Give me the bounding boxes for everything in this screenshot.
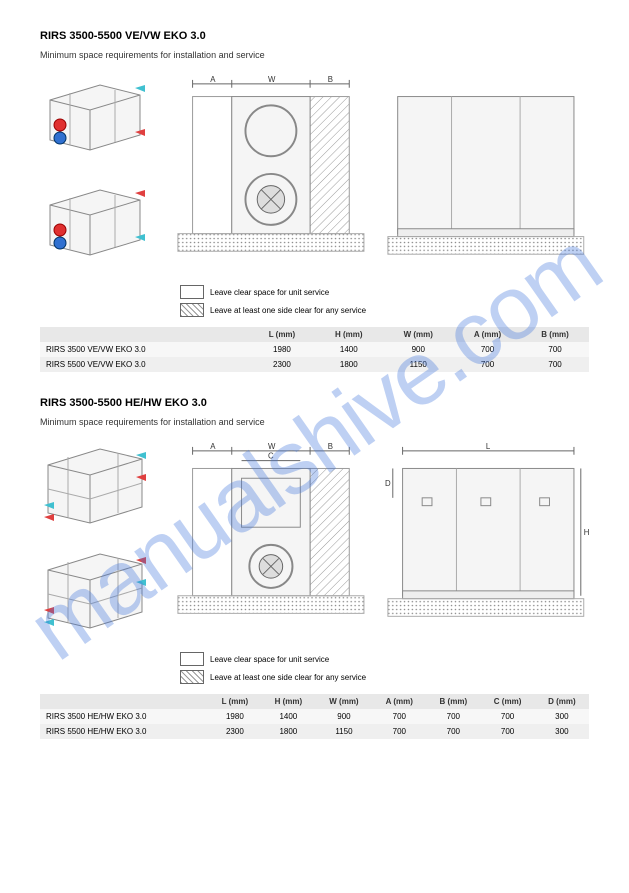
section2-title: RIRS 3500-5500 HE/HW EKO 3.0 xyxy=(40,397,589,409)
cell: 2300 xyxy=(249,357,315,372)
cell: 700 xyxy=(426,709,480,724)
th-A-1: A (mm) xyxy=(454,327,521,342)
svg-text:A: A xyxy=(210,75,216,84)
side-view-1 xyxy=(383,70,589,270)
iso-unit-bottom-2 xyxy=(40,542,150,632)
legend-2: Leave clear space for unit service Leave… xyxy=(180,652,589,684)
cell: 700 xyxy=(480,724,534,739)
cell: 1400 xyxy=(315,342,383,357)
cell: 700 xyxy=(521,342,589,357)
svg-text:W: W xyxy=(267,442,275,451)
table-row: RIRS 3500 VE/VW EKO 3.0 1980 1400 900 70… xyxy=(40,342,589,357)
cell: 900 xyxy=(383,342,454,357)
front-view-2: A W B C xyxy=(173,437,369,637)
cell: 1150 xyxy=(383,357,454,372)
svg-text:W: W xyxy=(267,75,275,84)
iso-column-2 xyxy=(40,437,158,632)
legend-hatched-label-2: Leave at least one side clear for any se… xyxy=(210,673,366,682)
iso-unit-bottom-1 xyxy=(40,175,150,265)
cell: 900 xyxy=(315,709,372,724)
cell: 2300 xyxy=(209,724,262,739)
cell: 700 xyxy=(480,709,534,724)
th-model-1 xyxy=(40,327,249,342)
table-row: RIRS 5500 VE/VW EKO 3.0 2300 1800 1150 7… xyxy=(40,357,589,372)
svg-text:C: C xyxy=(267,452,273,461)
section-he-hw: RIRS 3500-5500 HE/HW EKO 3.0 Minimum spa… xyxy=(40,397,589,739)
th-C-2: C (mm) xyxy=(480,694,534,709)
section-ve-vw: RIRS 3500-5500 VE/VW EKO 3.0 Minimum spa… xyxy=(40,30,589,372)
th-H-1: H (mm) xyxy=(315,327,383,342)
legend-box-clear-2 xyxy=(180,652,204,666)
svg-text:H: H xyxy=(584,528,589,537)
svg-text:D: D xyxy=(385,479,391,488)
iso-column-1 xyxy=(40,70,158,265)
section2-subtitle: Minimum space requirements for installat… xyxy=(40,417,589,427)
th-model-2 xyxy=(40,694,209,709)
svg-text:A: A xyxy=(210,442,216,451)
th-D-2: D (mm) xyxy=(535,694,589,709)
side-view-2: L D H xyxy=(383,437,589,637)
cell: 700 xyxy=(454,357,521,372)
cell: 700 xyxy=(372,724,426,739)
svg-text:B: B xyxy=(327,75,332,84)
cell: RIRS 5500 VE/VW EKO 3.0 xyxy=(40,357,249,372)
cell: 700 xyxy=(454,342,521,357)
cell: 700 xyxy=(372,709,426,724)
cell: 1980 xyxy=(209,709,262,724)
legend-clear-label-1: Leave clear space for unit service xyxy=(210,288,329,297)
cell: 1980 xyxy=(249,342,315,357)
cell: 1150 xyxy=(315,724,372,739)
table-row: RIRS 3500 HE/HW EKO 3.0 1980 1400 900 70… xyxy=(40,709,589,724)
cell: 1800 xyxy=(261,724,315,739)
table-row: RIRS 5500 HE/HW EKO 3.0 2300 1800 1150 7… xyxy=(40,724,589,739)
th-H-2: H (mm) xyxy=(261,694,315,709)
legend-1: Leave clear space for unit service Leave… xyxy=(180,285,589,317)
section1-subtitle: Minimum space requirements for installat… xyxy=(40,50,589,60)
th-B-2: B (mm) xyxy=(426,694,480,709)
cell: 1800 xyxy=(315,357,383,372)
cell: 300 xyxy=(535,724,589,739)
cell: RIRS 5500 HE/HW EKO 3.0 xyxy=(40,724,209,739)
th-W-1: W (mm) xyxy=(383,327,454,342)
cell: 700 xyxy=(521,357,589,372)
dimensions-table-2: L (mm) H (mm) W (mm) A (mm) B (mm) C (mm… xyxy=(40,694,589,739)
svg-text:B: B xyxy=(327,442,332,451)
th-A-2: A (mm) xyxy=(372,694,426,709)
iso-unit-top-2 xyxy=(40,437,150,527)
section1-title: RIRS 3500-5500 VE/VW EKO 3.0 xyxy=(40,30,589,42)
cell: 300 xyxy=(535,709,589,724)
svg-text:L: L xyxy=(486,442,491,451)
cell: 700 xyxy=(426,724,480,739)
dimensions-table-1: L (mm) H (mm) W (mm) A (mm) B (mm) RIRS … xyxy=(40,327,589,372)
th-W-2: W (mm) xyxy=(315,694,372,709)
cell: 1400 xyxy=(261,709,315,724)
legend-box-hatched-2 xyxy=(180,670,204,684)
legend-clear-label-2: Leave clear space for unit service xyxy=(210,655,329,664)
th-B-1: B (mm) xyxy=(521,327,589,342)
legend-box-hatched-1 xyxy=(180,303,204,317)
cell: RIRS 3500 HE/HW EKO 3.0 xyxy=(40,709,209,724)
legend-hatched-label-1: Leave at least one side clear for any se… xyxy=(210,306,366,315)
front-view-1: A W B xyxy=(173,70,369,270)
th-L-2: L (mm) xyxy=(209,694,262,709)
th-L-1: L (mm) xyxy=(249,327,315,342)
cell: RIRS 3500 VE/VW EKO 3.0 xyxy=(40,342,249,357)
iso-unit-top-1 xyxy=(40,70,150,160)
legend-box-clear-1 xyxy=(180,285,204,299)
